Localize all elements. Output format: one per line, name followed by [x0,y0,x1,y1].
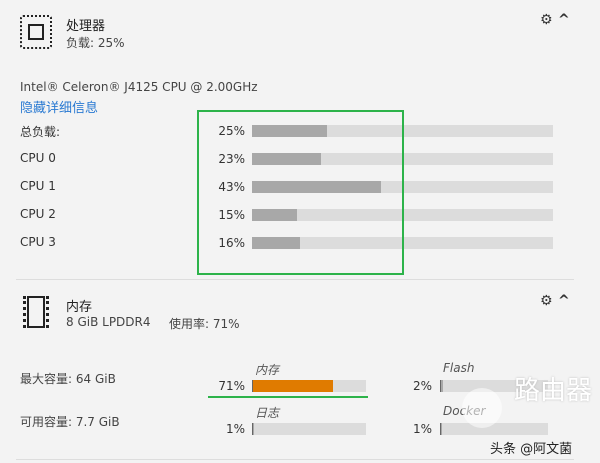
storage-bar-label: Flash [443,361,475,375]
memory-spec: 8 GiB LPDDR4 [66,315,151,329]
cpu-row-percent: 16% [218,236,245,250]
cpu-row-bar-fill [252,181,382,193]
cpu-row-label: 总负载: [20,125,61,139]
storage-bar-fill [253,380,334,392]
storage-bar [440,380,548,392]
storage-bar-label: 内存 [255,363,280,377]
max-capacity: 最大容量: 64 GiB [20,372,116,386]
cpu-row-label: CPU 0 [20,151,56,165]
cpu-row-bar-fill [252,153,322,165]
memory-settings-gear-icon[interactable]: ⚙ [540,293,553,309]
watermark-credit: 头条 @阿文菌 [490,442,573,457]
storage-bar-label: 日志 [255,406,280,420]
storage-bar [252,380,366,392]
memory-title: 内存 [66,300,93,315]
section-divider [16,459,574,460]
hide-details-link[interactable]: 隐藏详细信息 [20,101,99,116]
storage-bar-fill [253,423,255,435]
storage-bar-percent: 1% [412,422,432,436]
storage-bar-fill [441,423,443,435]
storage-bar [440,423,548,435]
watermark-circle-icon [462,388,502,428]
cpu-icon [20,15,52,49]
storage-bar-percent: 2% [412,379,432,393]
cpu-row-percent: 23% [218,152,245,166]
storage-bar [252,423,366,435]
highlight-box [197,110,404,275]
storage-bar-fill [441,380,444,392]
memory-usage: 使用率: 71% [169,317,240,331]
available-capacity: 可用容量: 7.7 GiB [20,415,120,429]
memory-highlight-underline [208,396,368,398]
cpu-row-percent: 43% [218,180,245,194]
cpu-row-percent: 25% [218,124,245,138]
memory-icon [20,296,52,328]
cpu-row-bar-fill [252,125,328,137]
cpu-row-bar-fill [252,237,301,249]
memory-collapse-chevron-up-icon[interactable]: ^ [558,293,570,309]
cpu-load: 负载: 25% [66,36,125,50]
cpu-row-label: CPU 3 [20,235,56,249]
section-divider [16,279,574,280]
cpu-model: Intel® Celeron® J4125 CPU @ 2.00GHz [20,80,258,94]
cpu-row-bar-fill [252,209,298,221]
cpu-settings-gear-icon[interactable]: ⚙ [540,12,553,28]
storage-bar-percent: 1% [225,422,245,436]
cpu-collapse-chevron-up-icon[interactable]: ^ [558,12,570,28]
storage-bar-percent: 71% [218,379,245,393]
cpu-row-percent: 15% [218,208,245,222]
cpu-row-label: CPU 1 [20,179,56,193]
cpu-row-label: CPU 2 [20,207,56,221]
cpu-title: 处理器 [66,19,106,34]
watermark-brand: 路由器 [514,376,593,406]
